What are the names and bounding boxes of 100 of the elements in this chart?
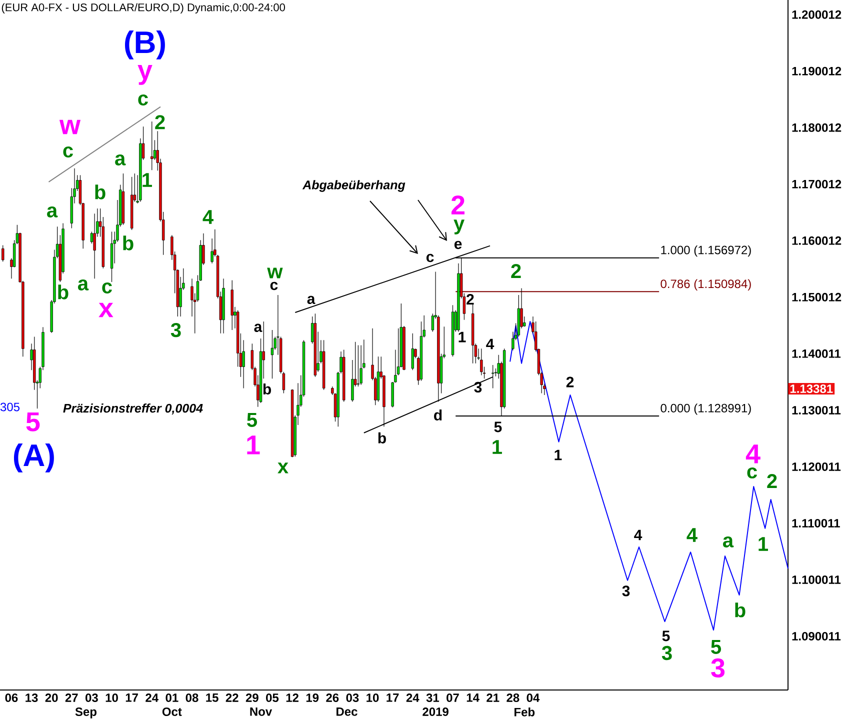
x2-tick-label: Dec [336,708,358,716]
x2-tick-label: Sep [75,708,96,718]
x-tick-label: 21 [486,694,500,702]
annotation: 1 [458,332,466,342]
x-tick-label: 24 [406,694,420,702]
annotation: b [735,602,746,618]
annotation: 4 [486,338,494,350]
annotation: Abgabeüberhang [302,180,406,192]
annotation: b [123,236,134,250]
x-tick-label: 05 [266,694,279,702]
annotation: 5 [247,412,257,427]
x-tick-label: 03 [346,694,359,702]
y-tick-label: 1.090011 [792,632,841,640]
annotation: a [254,324,262,332]
x-tick-label: 28 [506,694,520,702]
x-tick-label: 10 [106,694,118,702]
annotation: 1 [554,450,562,460]
x-tick-label: 12 [286,694,298,702]
annotation: c [138,94,148,106]
x-tick-label: 15 [206,694,218,702]
annotation: w [59,120,81,134]
annotation: 2 [466,294,474,305]
annotation: Präzisionstreffer 0,0004 [63,403,203,414]
annotation: 4 [686,528,698,542]
annotation: e [454,240,462,250]
annotation: 2 [566,376,574,388]
annotation: c [102,282,112,294]
x-tick-label: 08 [186,694,198,702]
annotation: 4 [746,444,760,464]
y-tick-label: 1.100011 [792,575,841,584]
annotation: b [58,284,68,300]
annotation: a [307,296,316,304]
x-tick-label: 17 [386,694,399,702]
annotation: 3 [622,586,630,596]
x-tick-label: 24 [146,694,158,702]
annotation: 1 [758,537,768,551]
x2-tick-label: Oct [162,708,182,716]
x-tick-label: 07 [446,694,459,702]
annotation: b [378,432,386,444]
x-tick-label: 20 [45,694,58,702]
annotation: c [63,146,73,158]
x2-tick-label: Feb [514,707,535,716]
annotation: 3 [662,646,672,660]
annotation: 2 [511,264,521,278]
annotation: 2 [155,115,165,130]
annotation: a [47,206,58,218]
y-tick-label: 1.160012 [792,236,842,245]
text: 1.13381 [790,384,833,393]
y-tick-label: 1.200012 [792,10,842,19]
annotation: (A) [14,444,54,472]
x2-tick-label: Nov [250,708,272,716]
x-tick-label: 29 [246,694,258,702]
x-tick-label: 10 [366,694,379,702]
series-label: 0.000 (1.128991) [660,404,751,415]
annotation: 1 [247,436,260,454]
annotation: y [454,220,465,234]
annotation: b [263,383,271,395]
y-tick-label: 1.110011 [792,518,840,528]
annotation: x [278,462,288,474]
y-tick-label: 1.150012 [792,292,842,302]
x2-tick-label: 2019 [422,708,448,716]
annotation: 4 [634,530,642,540]
x-tick-label: 14 [466,694,480,702]
annotation: 2 [767,474,777,488]
y-tick-label: 1.180012 [792,123,842,132]
annotation: (B) [125,30,165,60]
chart-title: (EUR A0-FX - US DOLLAR/EURO,D) Dynamic,0:00-24:00 [2,3,285,14]
annotation: 3 [711,658,725,678]
annotation: a [723,536,734,548]
annotation: y [138,65,152,85]
x-tick-label: 27 [65,694,78,702]
annotation: 4 [202,210,214,224]
annotation: w [267,268,283,278]
x-tick-label: 22 [226,694,238,702]
y-tick-label: 1.140011 [792,349,841,358]
annotation: b [95,184,106,200]
annotation: a [78,280,89,290]
y-tick-label: 1.120011 [792,462,841,471]
annotation: 5 [494,422,502,432]
x-tick-label: 31 [426,694,440,702]
annotation: d [434,409,442,420]
y-tick-label: 1.190012 [792,66,842,76]
x-tick-label: 19 [306,694,319,702]
annotation: 5 [711,640,722,654]
x-tick-label: 06 [5,694,18,702]
annotation: 5 [662,630,670,642]
x-tick-label: 26 [326,694,339,702]
annotation: c [747,467,757,478]
y-tick-label: 1.170012 [792,180,842,188]
series-label: 0.786 (1.150984) [660,279,751,290]
annotation: 2 [451,196,464,214]
x-tick-label: 04 [526,694,540,702]
annotation: 305 [0,402,20,412]
x-tick-label: 03 [86,694,98,702]
x-tick-label: 17 [126,694,138,702]
x-tick-label: 01 [166,694,178,702]
annotation: 1 [492,440,502,454]
annotation: 5 [26,412,40,432]
annotation: 1 [142,173,152,187]
y-tick-label: 1.130011 [792,406,841,414]
